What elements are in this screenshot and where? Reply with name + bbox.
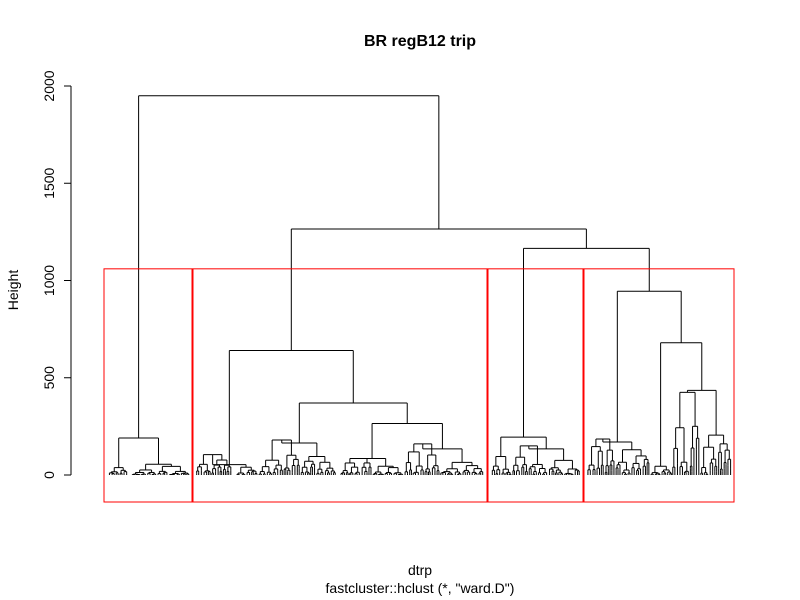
cluster-boxes — [103, 268, 735, 503]
y-axis-label: Height — [5, 270, 21, 311]
method-sublabel: fastcluster::hclust (*, "ward.D") — [326, 580, 515, 596]
chart-title: BR regB12 trip — [364, 33, 476, 50]
cluster-box-2 — [192, 268, 488, 503]
y-tick-label: 0 — [41, 471, 57, 479]
y-axis: 0 500 1000 1500 2000 — [41, 70, 72, 479]
y-tick-label: 2000 — [41, 70, 57, 101]
cluster-box-1 — [103, 268, 193, 503]
y-tick-label: 500 — [41, 366, 57, 390]
cluster-box-3 — [487, 268, 584, 503]
dendrogram-tree — [108, 95, 732, 475]
y-tick-label: 1500 — [41, 167, 57, 198]
y-tick-label: 1000 — [41, 265, 57, 296]
x-axis-label: dtrp — [408, 562, 432, 578]
cluster-box-4 — [583, 268, 735, 503]
